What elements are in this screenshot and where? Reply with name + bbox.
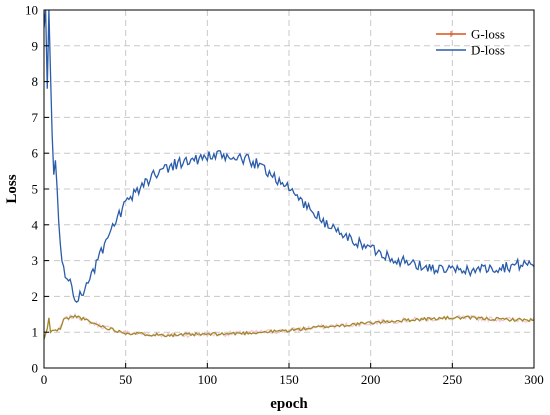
plot-frame <box>43 9 535 369</box>
x-tick-label: 150 <box>279 372 299 387</box>
y-tick-label: 8 <box>32 74 39 89</box>
y-tick-label: 1 <box>32 325 39 340</box>
tick-labels: 0 50 100 150 200 250 300 0 1 2 3 4 5 6 7 8 9 10 <box>25 3 544 388</box>
series-g-loss <box>44 312 534 340</box>
g-loss-line <box>44 314 534 340</box>
series-d-loss <box>44 10 534 304</box>
legend-label-g-loss: G-loss <box>471 27 505 42</box>
y-tick-label: 9 <box>32 38 39 53</box>
y-tick-label: 4 <box>32 217 39 232</box>
series-layer <box>44 10 534 340</box>
x-tick-label: 300 <box>524 372 544 387</box>
y-tick-label: 10 <box>25 3 38 18</box>
x-tick-label: 250 <box>443 372 463 387</box>
y-tick-label: 3 <box>32 253 39 268</box>
x-tick-label: 200 <box>361 372 381 387</box>
y-tick-label: 0 <box>32 361 39 376</box>
x-axis-title: epoch <box>270 396 308 412</box>
y-tick-label: 6 <box>32 146 39 161</box>
x-tick-label: 100 <box>198 372 218 387</box>
x-tick-label: 50 <box>119 372 132 387</box>
d-loss-line <box>44 10 534 304</box>
x-tick-label: 0 <box>41 372 48 387</box>
axes <box>43 9 535 369</box>
y-tick-label: 5 <box>32 182 39 197</box>
y-tick-label: 2 <box>32 289 39 304</box>
legend-label-d-loss: D-loss <box>471 43 505 58</box>
y-tick-label: 7 <box>32 110 39 125</box>
y-axis-title: Loss <box>4 174 20 203</box>
